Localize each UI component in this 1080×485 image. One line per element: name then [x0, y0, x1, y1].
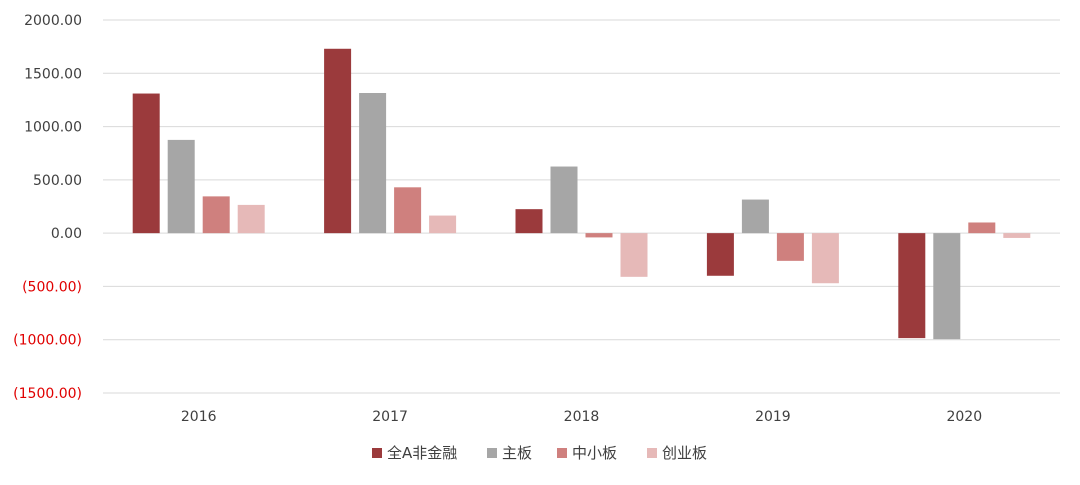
- legend-label: 全A非金融: [387, 444, 457, 462]
- bar: [132, 93, 160, 234]
- bar: [933, 233, 961, 340]
- bar: [237, 204, 265, 234]
- x-tick-label: 2019: [755, 409, 791, 425]
- bar: [741, 199, 769, 234]
- y-tick-label: 2000.00: [24, 13, 82, 29]
- y-tick-label: (500.00): [22, 279, 82, 295]
- x-tick-label: 2016: [181, 409, 217, 425]
- legend-swatch: [557, 448, 567, 458]
- y-tick-label: 500.00: [33, 173, 82, 189]
- x-tick-label: 2018: [564, 409, 600, 425]
- y-tick-label: 1500.00: [24, 66, 82, 82]
- y-tick-label: 1000.00: [24, 120, 82, 136]
- bar: [1003, 233, 1031, 238]
- y-tick-label: (1000.00): [13, 333, 82, 349]
- x-tick-label: 2017: [372, 409, 408, 425]
- bar: [429, 215, 457, 234]
- bar: [968, 222, 996, 234]
- legend-label: 中小板: [572, 444, 617, 462]
- bar: [898, 233, 926, 339]
- bar: [550, 166, 578, 234]
- bar: [359, 93, 387, 234]
- bar: [167, 139, 195, 234]
- bar: [515, 209, 543, 234]
- legend-label: 主板: [502, 444, 532, 462]
- y-axis-ticks: 2000.00 1500.00 1000.00 500.00 0.00 (500.00) (…: [13, 13, 82, 402]
- legend: 全A非金融 主板 中小板 创业板: [372, 444, 707, 462]
- bar: [324, 48, 352, 234]
- legend-swatch: [647, 448, 657, 458]
- bar: [811, 233, 839, 284]
- bar: [620, 233, 648, 277]
- y-tick-label: (1500.00): [13, 386, 82, 402]
- x-axis-ticks: 2016 2017 2018 2019 2020: [181, 409, 982, 425]
- bar: [776, 233, 804, 261]
- legend-swatch: [487, 448, 497, 458]
- bars: [132, 48, 1031, 340]
- bar: [706, 233, 734, 276]
- legend-label: 创业板: [662, 444, 707, 462]
- bar: [394, 187, 422, 234]
- bar: [202, 196, 230, 234]
- legend-swatch: [372, 448, 382, 458]
- bar: [585, 233, 613, 238]
- y-tick-label: 0.00: [51, 226, 82, 242]
- x-tick-label: 2020: [946, 409, 982, 425]
